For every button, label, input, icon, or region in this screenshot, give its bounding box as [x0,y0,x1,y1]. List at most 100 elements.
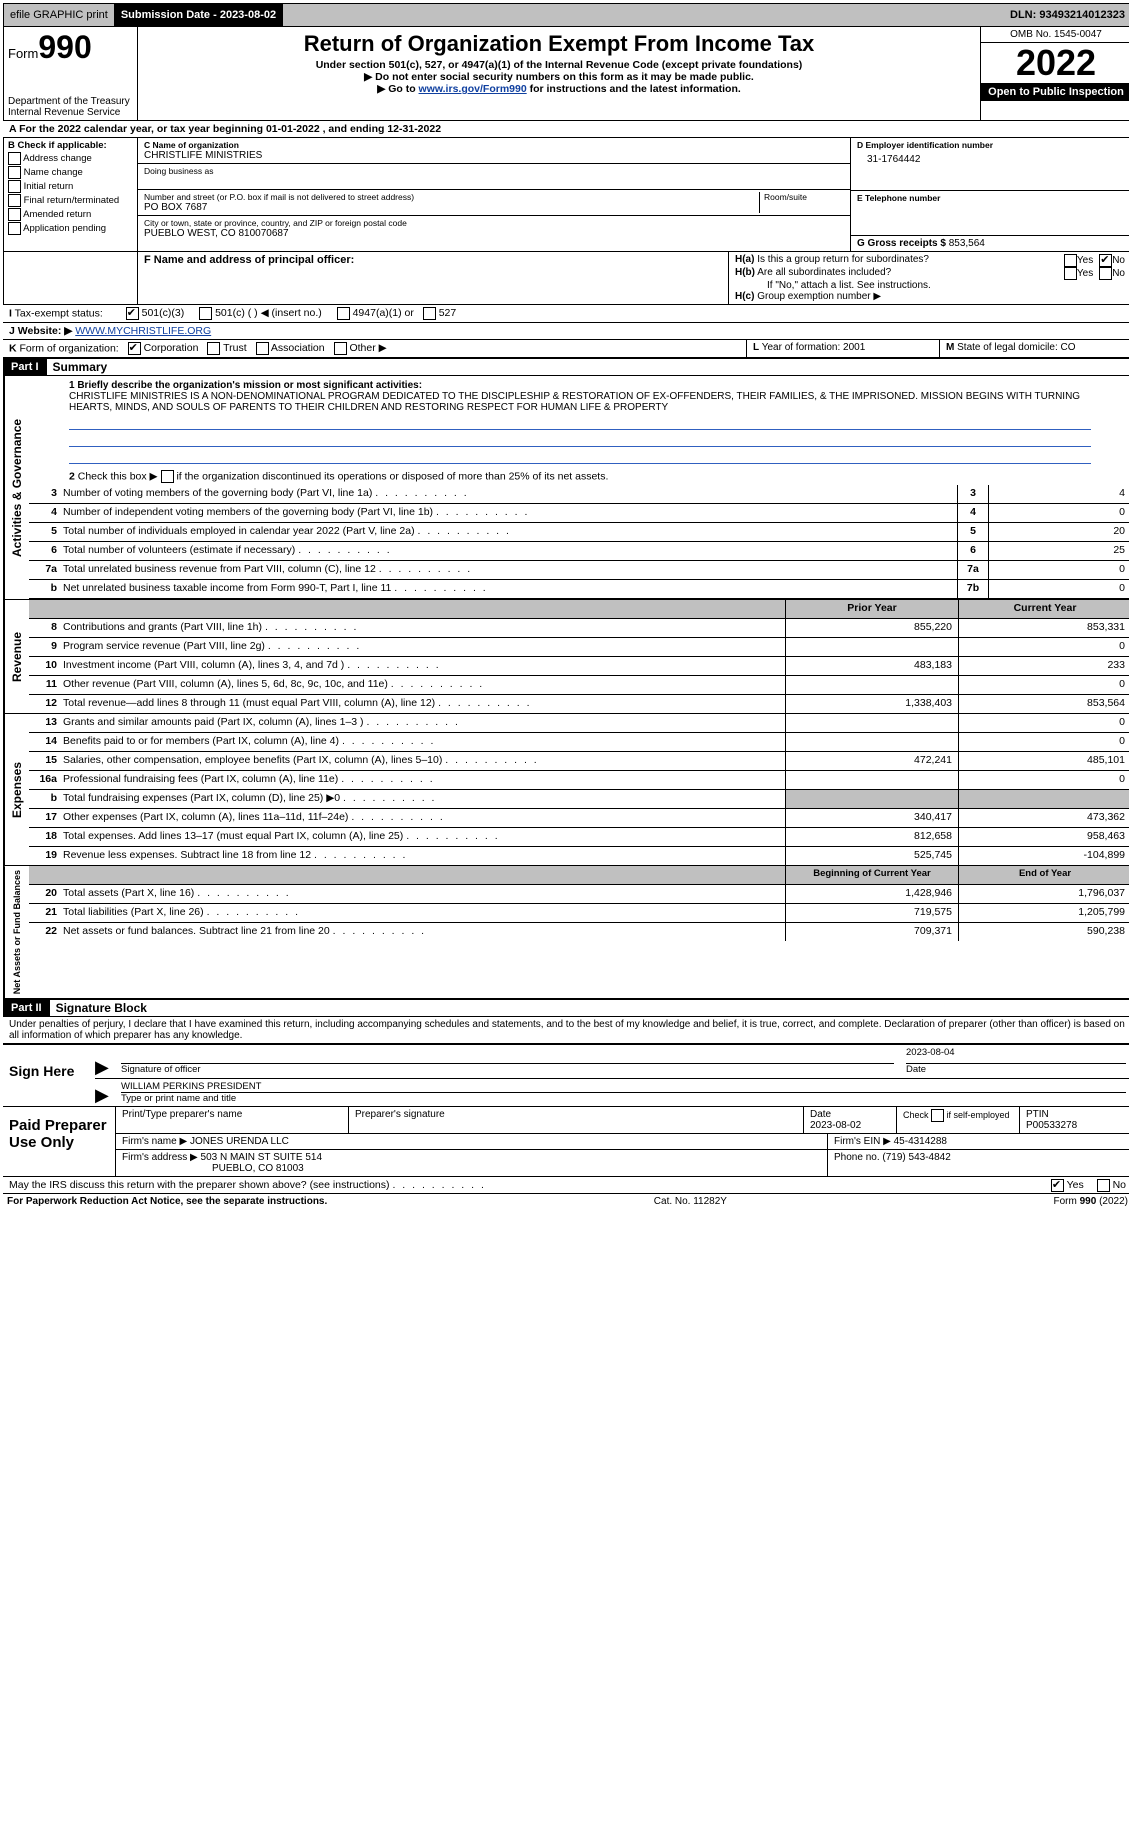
cb-amended[interactable]: Amended return [8,208,133,221]
form-header: Form990 Department of the Treasury Inter… [3,27,1129,121]
hb-no[interactable]: No [1099,267,1125,280]
form-title: Return of Organization Exempt From Incom… [142,31,976,57]
section-bcdeg: B Check if applicable: Address change Na… [3,138,1129,252]
cb-discontinued[interactable] [161,470,174,483]
hb-yes[interactable]: Yes [1064,267,1093,280]
block-activities: Activities & Governance 1 Briefly descri… [3,376,1129,600]
cb-other[interactable]: Other ▶ [334,342,387,354]
date-label: Date [906,1064,1126,1075]
mission-text: CHRISTLIFE MINISTRIES IS A NON-DENOMINAT… [69,391,1091,413]
firm-addr-label: Firm's address ▶ [122,1152,198,1163]
side-activities: Activities & Governance [4,376,29,599]
efile-label: efile GRAPHIC print [4,4,115,26]
side-net: Net Assets or Fund Balances [4,866,29,998]
ein-label: D Employer identification number [857,140,1125,150]
table-row: 14Benefits paid to or for members (Part … [29,733,1129,752]
officer-name: WILLIAM PERKINS PRESIDENT [121,1081,1126,1093]
ha-no[interactable]: No [1099,254,1125,267]
preparer-block: Paid Preparer Use Only Print/Type prepar… [3,1106,1129,1176]
table-row: 18Total expenses. Add lines 13–17 (must … [29,828,1129,847]
cb-addr-change[interactable]: Address change [8,152,133,165]
cb-501c3[interactable]: 501(c)(3) [126,307,185,319]
footer: For Paperwork Reduction Act Notice, see … [3,1193,1129,1209]
cb-assoc[interactable]: Association [256,342,325,354]
cb-final[interactable]: Final return/terminated [8,194,133,207]
b-header: B Check if applicable: [8,140,133,151]
open-to-public: Open to Public Inspection [981,83,1129,101]
f-label: F Name and address of principal officer: [144,254,722,266]
summary-row: 6Total number of volunteers (estimate if… [29,542,1129,561]
paid-preparer-label: Paid Preparer Use Only [3,1107,116,1176]
block-revenue: Revenue Prior Year Current Year 8Contrib… [3,600,1129,714]
gross-receipts-value: 853,564 [949,238,985,249]
firm-phone-label: Phone no. [834,1152,880,1163]
cb-application[interactable]: Application pending [8,222,133,235]
ptin-label: PTIN [1026,1109,1126,1120]
table-row: 10Investment income (Part VIII, column (… [29,657,1129,676]
org-name: CHRISTLIFE MINISTRIES [144,150,844,161]
irs-link[interactable]: www.irs.gov/Form990 [419,83,527,95]
penalties-text: Under penalties of perjury, I declare th… [3,1017,1129,1043]
col-prior-hdr: Prior Year [785,600,958,618]
summary-row: bNet unrelated business taxable income f… [29,580,1129,599]
street-label: Number and street (or P.O. box if mail i… [144,192,759,202]
col-b: B Check if applicable: Address change Na… [4,138,138,251]
section-fh: F Name and address of principal officer:… [3,252,1129,305]
row-i: I Tax-exempt status: 501(c)(3) 501(c) ( … [3,305,1129,323]
phone-label: E Telephone number [857,193,1125,203]
discuss-row: May the IRS discuss this return with the… [3,1176,1129,1193]
self-emp[interactable]: Check if self-employed [897,1107,1020,1133]
table-row: 16aProfessional fundraising fees (Part I… [29,771,1129,790]
firm-phone: (719) 543-4842 [882,1152,950,1163]
form-label: Form990 [8,29,133,66]
block-expenses: Expenses 13Grants and similar amounts pa… [3,714,1129,866]
cb-trust[interactable]: Trust [207,342,246,354]
cb-501c[interactable]: 501(c) ( ) ◀ (insert no.) [199,307,322,319]
cb-527[interactable]: 527 [423,307,456,319]
table-row: 9Program service revenue (Part VIII, lin… [29,638,1129,657]
m-state: M State of legal domicile: CO [939,340,1129,357]
city-label: City or town, state or province, country… [144,218,844,228]
l2: 2 Check this box ▶ if the organization d… [29,468,1129,485]
col-curr-hdr: Current Year [958,600,1129,618]
firm-ein-label: Firm's EIN ▶ [834,1136,891,1147]
ein-value: 31-1764442 [857,150,1125,165]
city-value: PUEBLO WEST, CO 810070687 [144,228,844,239]
top-bar: efile GRAPHIC print Submission Date - 20… [3,3,1129,27]
pra-notice: For Paperwork Reduction Act Notice, see … [7,1196,327,1207]
sig-date: 2023-08-04 [906,1047,1126,1064]
firm-addr1: 503 N MAIN ST SUITE 514 [201,1152,323,1163]
sign-block: Sign Here ▶ Signature of officer 2023-08… [3,1043,1129,1106]
website-link[interactable]: WWW.MYCHRISTLIFE.ORG [75,325,211,337]
hc-label: H(c) Group exemption number ▶ [735,291,1125,302]
ptin-value: P00533278 [1026,1120,1126,1131]
cb-corp[interactable]: Corporation [128,342,199,354]
part2-badge: Part II [3,1000,50,1016]
firm-ein: 45-4314288 [894,1136,947,1147]
discuss-yes[interactable]: Yes [1051,1179,1084,1191]
table-row: 17Other expenses (Part IX, column (A), l… [29,809,1129,828]
cb-initial[interactable]: Initial return [8,180,133,193]
rev-head: Prior Year Current Year [29,600,1129,619]
arrow-icon-2: ▶ [95,1079,115,1106]
discuss-no[interactable]: No [1097,1179,1126,1191]
summary-row: 5Total number of individuals employed in… [29,523,1129,542]
part1-title: Summary [47,360,108,374]
cb-name-change[interactable]: Name change [8,166,133,179]
dept-treasury: Department of the Treasury [8,96,133,107]
cb-4947[interactable]: 4947(a)(1) or [337,307,414,319]
c-name-label: C Name of organization [144,140,844,150]
table-row: 21Total liabilities (Part X, line 26) 71… [29,904,1129,923]
table-row: 22Net assets or fund balances. Subtract … [29,923,1129,941]
submission-date-button[interactable]: Submission Date - 2023-08-02 [115,4,283,26]
ha-yes[interactable]: Yes [1064,254,1093,267]
l-year: L Year of formation: 2001 [746,340,939,357]
form-subtitle-2: Do not enter social security numbers on … [142,71,976,83]
part1-header: Part I Summary [3,358,1129,376]
table-row: 8Contributions and grants (Part VIII, li… [29,619,1129,638]
prep-date-label: Date [810,1109,890,1120]
prep-name-label: Print/Type preparer's name [116,1107,349,1133]
top-spacer [283,4,1004,26]
summary-row: 4Number of independent voting members of… [29,504,1129,523]
summary-row: 7aTotal unrelated business revenue from … [29,561,1129,580]
